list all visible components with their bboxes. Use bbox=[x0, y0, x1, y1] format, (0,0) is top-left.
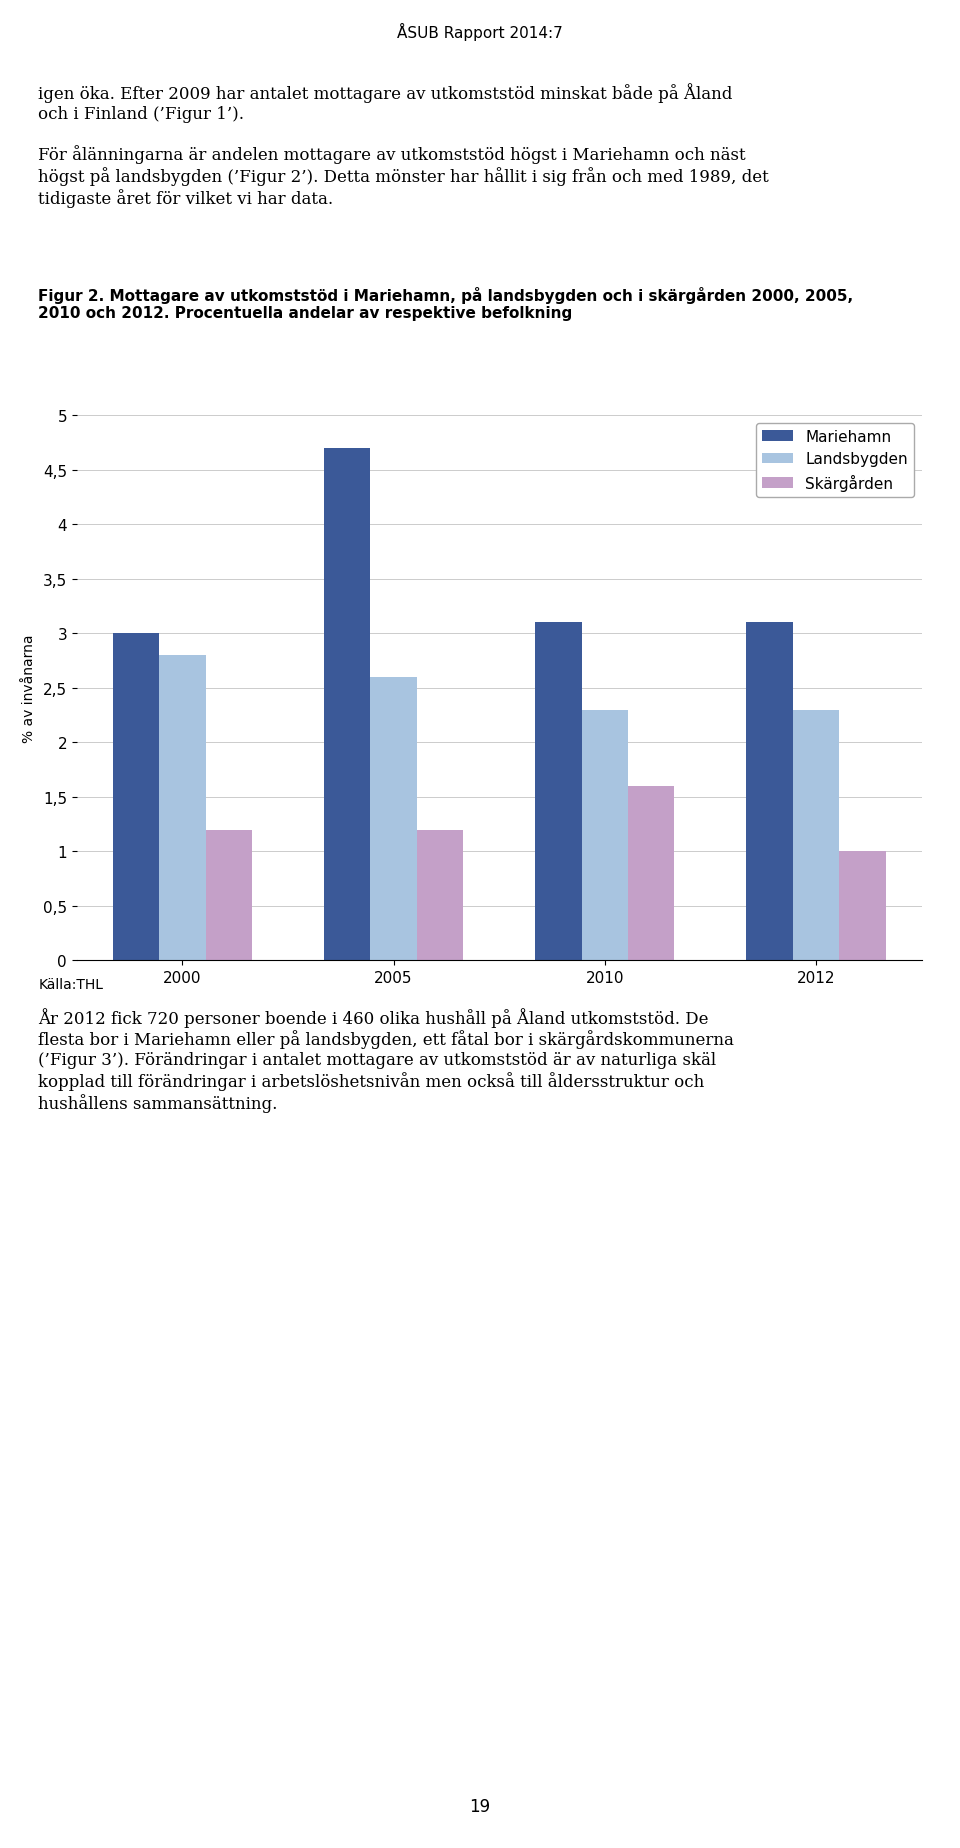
Bar bbox=[793, 710, 839, 961]
Bar bbox=[628, 787, 675, 961]
Text: igen öka. Efter 2009 har antalet mottagare av utkomststöd minskat både på Åland
: igen öka. Efter 2009 har antalet mottaga… bbox=[38, 83, 769, 207]
Bar bbox=[371, 678, 417, 961]
Bar bbox=[839, 852, 886, 961]
Bar bbox=[746, 623, 793, 961]
Bar bbox=[324, 449, 371, 961]
Legend: Mariehamn, Landsbygden, Skärgården: Mariehamn, Landsbygden, Skärgården bbox=[756, 423, 914, 497]
Text: År 2012 fick 720 personer boende i 460 olika hushåll på Åland utkomststöd. De
fl: År 2012 fick 720 personer boende i 460 o… bbox=[38, 1007, 734, 1112]
Text: ÅSUB Rapport 2014:7: ÅSUB Rapport 2014:7 bbox=[397, 24, 563, 41]
Y-axis label: % av invånarna: % av invånarna bbox=[22, 634, 36, 743]
Bar bbox=[582, 710, 628, 961]
Text: Källa:THL: Källa:THL bbox=[38, 978, 104, 991]
Bar bbox=[535, 623, 582, 961]
Bar bbox=[159, 656, 205, 961]
Bar bbox=[417, 830, 464, 961]
Text: Figur 2. Mottagare av utkomststöd i Mariehamn, på landsbygden och i skärgården 2: Figur 2. Mottagare av utkomststöd i Mari… bbox=[38, 286, 853, 322]
Bar bbox=[112, 634, 159, 961]
Text: 19: 19 bbox=[469, 1798, 491, 1815]
Bar bbox=[205, 830, 252, 961]
